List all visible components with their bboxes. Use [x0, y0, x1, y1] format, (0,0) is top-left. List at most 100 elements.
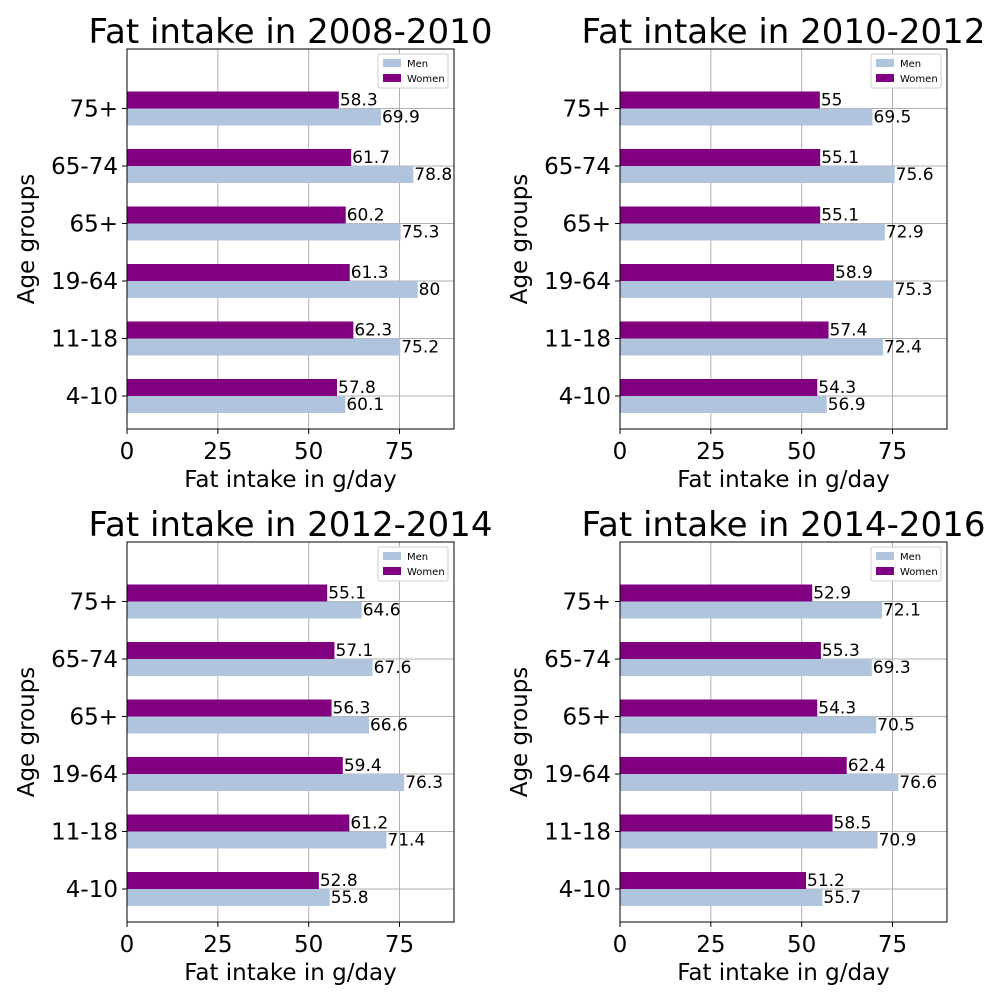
data-label: 52.9	[813, 584, 851, 604]
legend-label: Women	[900, 74, 938, 85]
x-tick-label: 0	[613, 439, 628, 465]
bar-men	[127, 281, 418, 298]
data-label: 70.9	[879, 831, 917, 851]
bar-men	[620, 716, 877, 734]
bar-women	[127, 642, 335, 659]
legend: Men Women	[870, 53, 942, 89]
y-tick-label: 65+	[69, 212, 118, 238]
bar-men	[127, 166, 414, 183]
y-tick-label: 19-64	[51, 269, 118, 295]
bar-women	[127, 872, 319, 889]
data-label: 51.2	[807, 871, 845, 891]
bar-women	[620, 872, 807, 889]
bar-women	[620, 584, 813, 602]
legend-swatch-women	[383, 567, 401, 575]
bar-women	[620, 264, 835, 281]
chart-title: Fat intake in 2008-2010	[89, 12, 493, 52]
data-label: 76.3	[405, 773, 443, 793]
legend-label: Men	[900, 59, 921, 70]
x-tick-label: 25	[696, 932, 725, 958]
bar-women	[127, 91, 339, 109]
data-label: 52.8	[320, 871, 358, 891]
y-tick-label: 11-18	[51, 327, 118, 353]
data-label: 58.3	[340, 91, 378, 111]
bar-men	[620, 889, 823, 906]
y-tick-label: 75+	[69, 97, 118, 123]
data-label: 57.4	[830, 321, 868, 341]
legend-swatch-men	[383, 552, 401, 560]
y-tick-label: 65+	[69, 705, 118, 731]
bar-men	[620, 659, 872, 676]
data-label: 75.6	[896, 165, 934, 185]
x-tick-label: 75	[878, 439, 907, 465]
data-label: 58.9	[835, 263, 873, 283]
bar-men	[620, 774, 899, 791]
bar-men	[127, 774, 405, 791]
bar-men	[620, 281, 894, 298]
data-label: 55.8	[331, 888, 369, 908]
data-label: 69.9	[382, 108, 420, 128]
y-tick-label: 65-74	[544, 647, 611, 673]
chart-title: Fat intake in 2012-2014	[89, 505, 493, 545]
chart-panel-2: Fat intake in 2012-2014 55.8 71.4 76.3 66.6 6…	[14, 505, 492, 986]
plot-frame	[619, 48, 948, 430]
bar-women	[127, 584, 328, 602]
data-label: 60.1	[346, 395, 384, 415]
data-label: 55.3	[822, 641, 860, 661]
x-tick-label: 50	[787, 439, 816, 465]
y-axis-label: Age groups	[14, 174, 40, 305]
x-tick-label: 75	[878, 932, 907, 958]
y-tick-label: 65-74	[51, 647, 118, 673]
data-label: 69.3	[873, 658, 911, 678]
y-tick-label: 4-10	[66, 384, 118, 410]
legend-swatch-women	[876, 74, 894, 82]
data-label: 59.4	[344, 756, 382, 776]
bar-men	[127, 396, 346, 413]
x-tick-label: 25	[203, 932, 232, 958]
bar-men	[620, 396, 827, 413]
y-axis-label: Age groups	[507, 174, 533, 305]
bar-men	[127, 338, 401, 356]
bar-men	[620, 108, 873, 126]
data-label: 62.3	[354, 321, 392, 341]
data-label: 75.2	[401, 338, 439, 358]
bar-women	[620, 379, 818, 396]
bar-men	[620, 166, 895, 183]
y-tick-label: 11-18	[544, 327, 611, 353]
y-tick-label: 65+	[562, 705, 611, 731]
data-label: 75.3	[402, 223, 440, 243]
data-label: 61.7	[352, 148, 390, 168]
data-label: 62.4	[848, 756, 886, 776]
bar-women	[620, 206, 821, 224]
y-tick-label: 11-18	[544, 820, 611, 846]
data-label: 72.4	[884, 338, 922, 358]
legend-swatch-men	[383, 59, 401, 67]
x-tick-label: 0	[120, 439, 135, 465]
legend: Men Women	[377, 546, 449, 582]
bar-women	[620, 699, 818, 717]
bar-women	[127, 699, 332, 717]
chart-panel-0: Fat intake in 2008-2010 60.1 75.2 80 75.3 78.…	[14, 12, 492, 493]
x-tick-label: 25	[696, 439, 725, 465]
data-label: 70.5	[877, 716, 915, 736]
data-label: 56.3	[333, 699, 371, 719]
y-tick-label: 4-10	[559, 877, 611, 903]
y-tick-label: 75+	[562, 590, 611, 616]
bar-women	[127, 264, 350, 281]
plot-frame	[126, 48, 455, 430]
x-tick-label: 25	[203, 439, 232, 465]
data-label: 54.3	[818, 378, 856, 398]
data-label: 58.5	[834, 814, 872, 834]
y-tick-label: 19-64	[51, 762, 118, 788]
bar-men	[127, 889, 330, 906]
data-label: 55.1	[821, 148, 859, 168]
data-label: 57.8	[338, 378, 376, 398]
legend-label: Women	[900, 567, 938, 578]
x-axis-label: Fat intake in g/day	[184, 960, 397, 986]
y-tick-label: 19-64	[544, 762, 611, 788]
x-tick-label: 50	[787, 932, 816, 958]
y-tick-label: 65+	[562, 212, 611, 238]
bar-women	[127, 757, 343, 774]
x-axis-label: Fat intake in g/day	[677, 960, 890, 986]
chart-title: Fat intake in 2010-2012	[582, 12, 986, 52]
